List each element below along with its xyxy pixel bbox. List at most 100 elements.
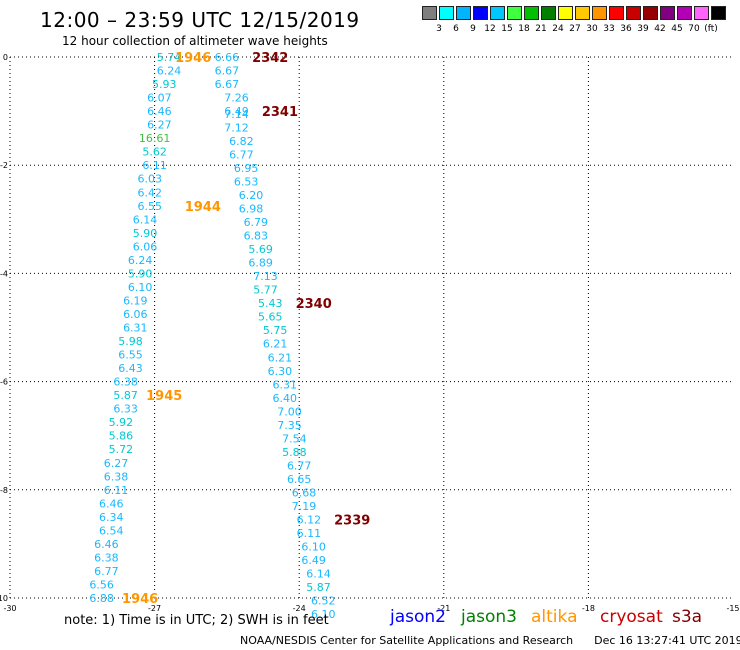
data-point-label: 6.03 [138, 173, 163, 186]
data-point-label: 5.86 [109, 430, 134, 443]
x-tick-label: -15 [726, 604, 739, 613]
legend-label: 18 [518, 24, 530, 34]
legend-label: 3 [436, 24, 442, 34]
data-point-label: 6.77 [287, 459, 312, 472]
legend-label: 45 [671, 24, 683, 34]
legend-swatch [558, 6, 573, 20]
legend-swatch [575, 6, 590, 20]
data-point-label: 6.77 [94, 565, 119, 578]
data-point-label: 7.13 [253, 270, 278, 283]
data-point-label: 6.10 [301, 541, 326, 554]
data-point-label: 6.07 [147, 92, 172, 105]
data-point-label: 6.27 [147, 119, 172, 132]
data-point-label: 5.93 [152, 78, 177, 91]
data-point-label: 6.33 [113, 403, 138, 416]
legend-swatch [609, 6, 624, 20]
data-point-label: 6.40 [272, 392, 297, 405]
satellite-name: jason2 [390, 607, 446, 627]
time-label: 1945 [146, 389, 182, 404]
data-point-label: 6.56 [89, 578, 114, 591]
legend-swatch [422, 6, 437, 20]
data-point-label: 6.31 [272, 378, 297, 391]
x-tick-label: -24 [293, 604, 306, 613]
legend-label: 15 [501, 24, 513, 34]
time-label: 2339 [334, 514, 370, 529]
data-point-label: 6.67 [215, 65, 240, 78]
data-point-label: 7.14 [224, 108, 249, 121]
legend-swatch [626, 6, 641, 20]
y-tick-label: -2 [0, 161, 8, 170]
chart-title: 12:00 – 23:59 UTC 12/15/2019 [40, 8, 360, 32]
y-tick-label: -8 [0, 486, 8, 495]
x-tick-label: -18 [582, 604, 595, 613]
data-point-label: 6.88 [89, 592, 114, 605]
data-point-label: 5.77 [253, 284, 278, 297]
time-label: 1944 [185, 200, 221, 215]
legend-label: 6 [453, 24, 459, 34]
credit-text: NOAA/NESDIS Center for Satellite Applica… [240, 634, 574, 647]
legend-label: 42 [654, 24, 666, 34]
y-tick-label: -10 [0, 594, 8, 603]
data-point-label: 5.92 [109, 416, 134, 429]
data-point-label: 6.83 [244, 230, 269, 243]
data-point-label: 6.14 [133, 213, 158, 226]
legend-label: (ft) [704, 24, 718, 34]
data-point-label: 6.49 [224, 105, 249, 118]
data-point-label: 6.06 [133, 240, 158, 253]
data-point-label: 5.65 [258, 311, 283, 324]
data-point-label: 5.62 [142, 146, 167, 159]
legend-swatch [677, 6, 692, 20]
data-point-label: 6.52 [311, 595, 336, 608]
data-point-label: 6.46 [147, 105, 172, 118]
time-label: 2340 [296, 297, 332, 312]
data-point-label: 6.54 [99, 524, 124, 537]
data-point-label: 6.55 [138, 200, 163, 213]
legend-swatch [694, 6, 709, 20]
data-point-label: 6.12 [297, 514, 322, 527]
data-point-label: 6.79 [244, 216, 269, 229]
data-point-label: 5.75 [263, 324, 288, 337]
data-point-label: 6.68 [292, 487, 317, 500]
legend-label: 9 [470, 24, 476, 34]
data-point-label: 6.11 [297, 527, 322, 540]
data-point-label: 6.98 [239, 202, 264, 215]
data-point-label: 6.46 [99, 497, 124, 510]
legend-swatch [660, 6, 675, 20]
legend-swatch [439, 6, 454, 20]
legend-swatch [711, 6, 726, 20]
satellite-name: cryosat [600, 607, 663, 627]
satellite-name: altika [531, 607, 578, 627]
legend-label: 70 [688, 24, 700, 34]
data-point-label: 6.19 [123, 294, 148, 307]
data-point-label: 5.88 [282, 446, 307, 459]
legend-swatch [524, 6, 539, 20]
data-point-label: 6.21 [268, 351, 293, 364]
satellite-name: s3a [672, 607, 703, 627]
chart-subtitle: 12 hour collection of altimeter wave hei… [62, 34, 328, 48]
x-tick-label: -27 [148, 604, 161, 613]
data-point-label: 6.30 [268, 365, 293, 378]
y-tick-label: -4 [0, 269, 8, 278]
data-point-label: 6.10 [128, 281, 153, 294]
data-point-label: 7.00 [277, 405, 302, 418]
legend-swatch [490, 6, 505, 20]
data-point-label: 6.38 [113, 376, 138, 389]
data-point-label: 7.12 [224, 121, 249, 134]
data-point-label: 6.31 [123, 322, 148, 335]
data-point-label: 6.21 [263, 338, 288, 351]
time-label: 1946 [175, 51, 211, 66]
data-point-label: 6.38 [104, 470, 129, 483]
data-point-label: 6.20 [239, 189, 264, 202]
data-point-label: 16.61 [139, 132, 171, 145]
data-point-label: 6.27 [104, 457, 129, 470]
data-point-label: 6.55 [118, 349, 143, 362]
footer-credit: NOAA/NESDIS Center for Satellite Applica… [240, 634, 740, 647]
legend-swatch [541, 6, 556, 20]
legend-label: 12 [484, 24, 496, 34]
time-label: 2341 [262, 105, 298, 120]
legend-swatch [473, 6, 488, 20]
data-point-label: 6.14 [306, 568, 331, 581]
data-point-label: 6.11 [104, 484, 129, 497]
data-point-label: 7.26 [224, 92, 249, 105]
data-point-label: 7.19 [292, 500, 317, 513]
